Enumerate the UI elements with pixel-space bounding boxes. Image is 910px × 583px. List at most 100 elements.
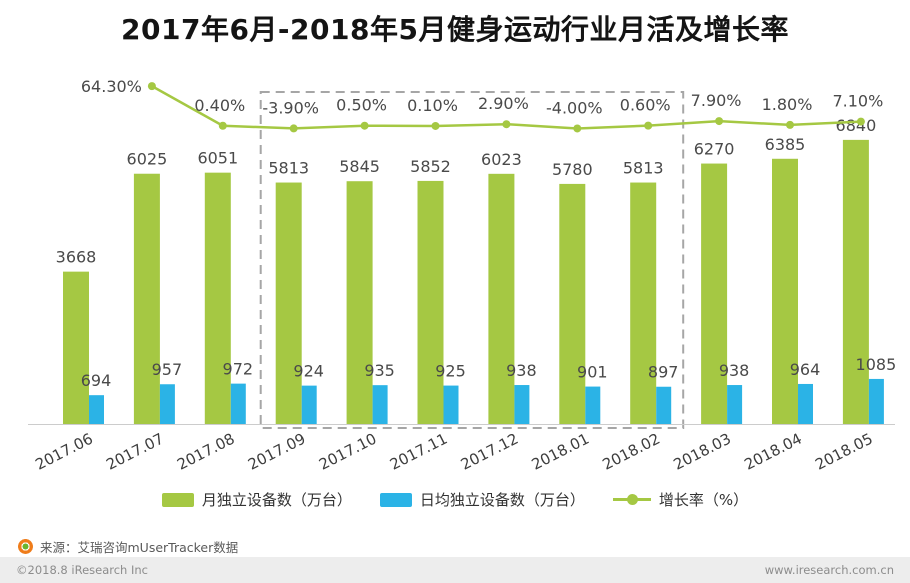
daily-value-label: 964 [790,360,821,379]
daily-value-label: 972 [223,360,254,379]
chart-title: 2017年6月-2018年5月健身运动行业月活及增长率 [121,13,789,46]
growth-label: 0.50% [336,96,387,115]
legend-item-daily-devices: 日均独立设备数（万台） [379,489,585,510]
bar-daily-devices [656,386,672,424]
bar-monthly-devices [772,158,798,424]
bar-monthly-devices [63,271,89,424]
bar-daily-devices [798,383,813,424]
footer-bar: ©2018.8 iResearch Inc www.iresearch.com.… [0,557,910,583]
growth-label: 2.90% [478,94,529,113]
x-axis-label: 2017.09 [245,430,308,474]
growth-label: 64.30% [81,77,142,96]
bar-daily-devices [868,378,884,424]
bar-monthly-devices [417,180,444,424]
x-axis-label: 2017.08 [174,430,237,474]
growth-label: 1.80% [762,95,813,114]
daily-value-label: 1085 [856,355,897,374]
daily-value-label: 938 [506,361,537,380]
growth-point [786,120,794,129]
legend-swatch-daily [379,492,412,507]
legend-label-monthly: 月独立设备数（万台） [201,491,352,509]
monthly-value-label: 6385 [765,135,806,154]
legend-item-monthly-devices: 月独立设备数（万台） [161,489,352,510]
bar-monthly-devices [559,183,586,424]
growth-point [289,124,298,133]
daily-value-label: 925 [435,362,466,381]
monthly-value-label: 5852 [410,157,451,176]
growth-point [715,117,724,126]
growth-label: 7.90% [691,91,742,110]
monthly-value-label: 6025 [127,150,168,169]
growth-point [147,82,156,91]
bar-daily-devices [514,385,530,424]
monthly-value-label: 6840 [836,116,877,135]
monthly-value-label: 6270 [694,140,735,159]
growth-point [644,121,653,130]
bar-monthly-devices [133,173,160,424]
legend-item-growth-rate: 增长率（%） [612,489,749,510]
daily-value-label: 938 [719,361,750,380]
x-axis-label: 2018.03 [670,430,733,474]
growth-point [218,121,227,130]
monthly-value-label: 6051 [197,149,238,168]
legend-label-growth: 增长率（%） [658,491,749,509]
bar-daily-devices [159,384,175,424]
bar-monthly-devices [488,173,515,424]
footer-copyright: ©2018.8 iResearch Inc [16,563,148,577]
bar-monthly-devices [630,182,657,424]
bar-monthly-devices [701,163,728,425]
legend-label-daily: 日均独立设备数（万台） [419,491,585,509]
daily-value-label: 901 [577,363,608,382]
daily-value-label: 694 [81,371,112,390]
growth-label: 7.10% [832,92,883,111]
growth-point [502,120,511,129]
monthly-value-label: 5780 [552,160,593,179]
bar-monthly-devices [204,172,231,424]
x-axis-label: 2018.04 [741,430,804,474]
monthly-value-label: 3668 [56,248,97,267]
growth-point [856,117,865,126]
bar-daily-devices [89,395,104,424]
legend-swatch-monthly [161,492,194,507]
bar-daily-devices [372,385,388,424]
growth-label: -4.00% [546,98,603,117]
x-axis-label: 2018.01 [529,430,592,474]
monthly-value-label: 5845 [339,157,380,176]
iresearch-logo-icon [18,539,33,554]
bar-monthly-devices [346,181,373,424]
legend: 月独立设备数（万台） 日均独立设备数（万台） 增长率（%） [0,489,910,510]
monthly-value-label: 5813 [268,159,309,178]
legend-line-dot-icon [626,494,638,505]
source-line: 来源：艾瑞咨询mUserTracker数据 [18,537,238,556]
x-axis-label: 2017.12 [458,430,521,474]
growth-label: 0.40% [194,96,245,115]
source-text: 来源：艾瑞咨询mUserTracker数据 [40,540,239,555]
growth-point [360,121,369,130]
x-axis-label: 2018.02 [600,430,663,474]
growth-point [431,121,440,130]
monthly-value-label: 5813 [623,159,664,178]
bar-monthly-devices [842,139,869,424]
growth-label: 0.10% [407,96,458,115]
x-axis-label: 2017.07 [103,430,166,474]
highlight-box [259,91,685,429]
bar-daily-devices [585,386,601,424]
bar-daily-devices [230,383,246,424]
daily-value-label: 924 [293,362,324,381]
monthly-value-label: 6023 [481,150,522,169]
bar-daily-devices [301,385,317,424]
x-axis-label: 2017.06 [32,430,95,474]
daily-value-label: 957 [152,360,183,379]
growth-label: 0.60% [620,96,671,115]
x-axis-label: 2018.05 [812,430,875,474]
daily-value-label: 897 [648,363,679,382]
growth-point [573,124,582,133]
chart-canvas: 3668 694 2017.06 6025 957 2017.07 6051 972 2017.… [28,77,897,474]
bar-daily-devices [443,385,459,424]
footer-url: www.iresearch.com.cn [764,563,894,577]
legend-line-marker [612,494,651,505]
bar-daily-devices [727,385,743,424]
bar-monthly-devices [275,182,302,424]
x-axis-label: 2017.11 [387,430,450,474]
